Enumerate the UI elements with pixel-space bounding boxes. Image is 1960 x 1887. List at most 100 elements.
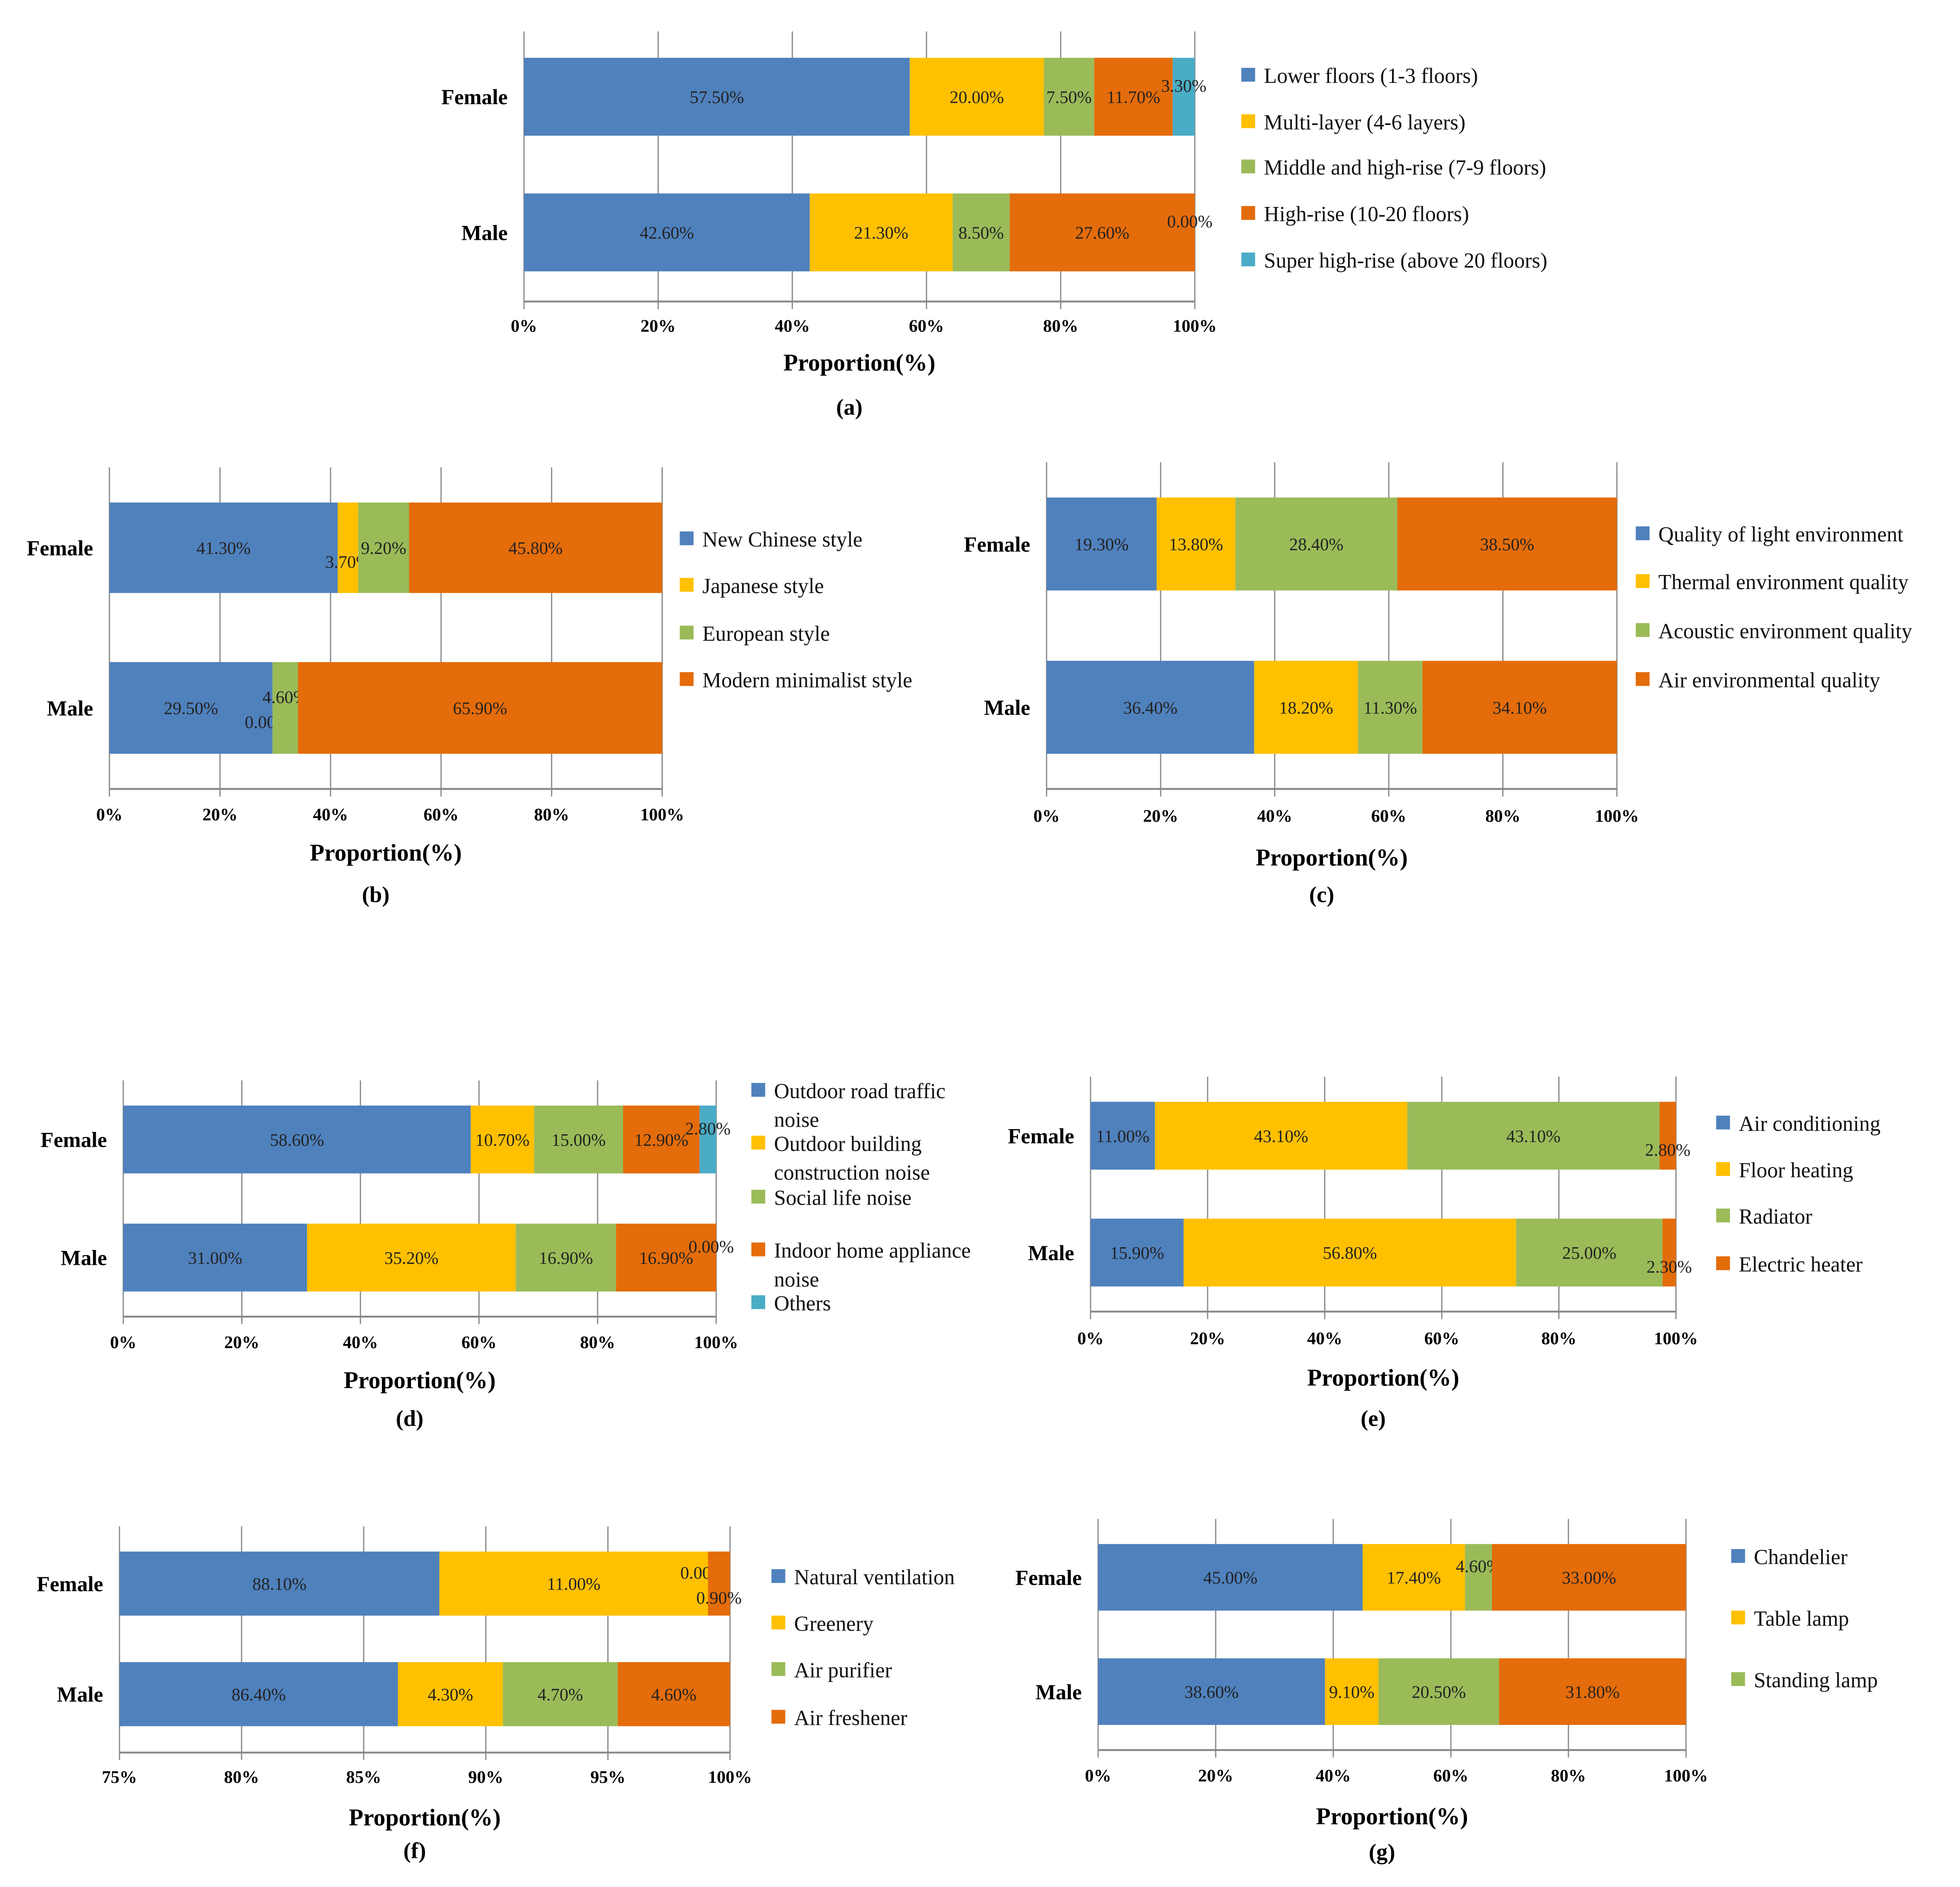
legend-label: Electric heater (1739, 1252, 1863, 1276)
bar-segment (358, 502, 409, 593)
legend-label: Super high-rise (above 20 floors) (1264, 249, 1547, 272)
data-label: 45.80% (508, 539, 562, 558)
legend: Air conditioning Floor heating Radiator Ele… (1716, 1112, 1880, 1276)
x-tick-label: 80% (580, 1333, 615, 1352)
category-label: Female (1015, 1566, 1081, 1589)
x-axis-title: Proportion(%) (1256, 845, 1408, 871)
legend-swatch (751, 1295, 765, 1309)
bar-segment (1325, 1658, 1379, 1725)
bar-segment (1155, 1101, 1407, 1170)
category-label: Female (41, 1128, 107, 1152)
x-tick-label: 0% (110, 1333, 137, 1352)
legend-swatch (1635, 526, 1650, 540)
bar-segment (119, 1662, 398, 1726)
x-tick-label: 60% (424, 805, 459, 825)
legend-label: High-rise (10-20 floors) (1264, 202, 1469, 226)
data-label: 45.00% (1203, 1568, 1257, 1588)
legend-swatch (680, 578, 694, 592)
legend-label: Japanese style (702, 574, 824, 598)
bar-segment (1659, 1101, 1676, 1170)
legend-label: Lower floors (1-3 floors) (1264, 64, 1478, 87)
legend-label: Middle and high-rise (7-9 floors) (1264, 156, 1546, 179)
x-tick-label: 60% (1433, 1766, 1468, 1786)
data-label: 11.30% (1363, 698, 1417, 718)
legend: New Chinese style Japanese style European … (680, 527, 912, 692)
x-tick-label: 60% (1424, 1329, 1460, 1349)
data-label: 18.20% (1279, 698, 1333, 718)
data-label: 13.80% (1169, 535, 1223, 555)
legend-swatch (1241, 68, 1255, 82)
x-axis-title: Proportion(%) (1316, 1803, 1468, 1830)
data-label: 11.00% (1096, 1127, 1150, 1146)
legend-swatch (1241, 159, 1255, 174)
x-tick-label: 95% (590, 1768, 625, 1787)
legend-swatch (1241, 114, 1255, 128)
category-label: Male (1036, 1680, 1082, 1704)
chart-b: 0% 20% 40% 60% 80% 100%Female 41.30%3.70%9.20%… (27, 467, 912, 907)
legend-swatch (751, 1136, 765, 1150)
x-tick-label: 20% (1198, 1766, 1233, 1786)
category-label: Female (37, 1572, 103, 1596)
legend-swatch (751, 1242, 765, 1256)
legend-swatch (1716, 1208, 1730, 1223)
panel-caption: (f) (403, 1838, 426, 1863)
bar-segment (952, 193, 1010, 272)
legend-label: Air conditioning (1739, 1112, 1880, 1135)
data-label: 0.90% (696, 1588, 742, 1608)
bar-segment (1492, 1544, 1686, 1611)
legend: Quality of light environment Thermal envi… (1635, 523, 1912, 692)
category-label: Female (1008, 1124, 1074, 1148)
x-tick-label: 80% (1551, 1766, 1586, 1786)
legend-swatch (1635, 623, 1650, 637)
bar-segment (810, 193, 953, 272)
legend-label: Social life noise (774, 1186, 911, 1209)
category-label: Male (61, 1246, 107, 1270)
data-label: 15.00% (551, 1131, 605, 1150)
bar-segment (123, 1106, 471, 1174)
data-label: 28.40% (1289, 535, 1343, 555)
legend-swatch (771, 1615, 786, 1630)
x-tick-label: 60% (909, 316, 944, 336)
x-tick-label: 20% (224, 1333, 259, 1352)
category-label: Male (462, 221, 508, 244)
bar-segment (109, 662, 273, 754)
bar-segment (699, 1106, 717, 1174)
x-tick-label: 40% (343, 1333, 378, 1352)
x-axis-title: Proportion(%) (344, 1368, 496, 1394)
data-label: 9.20% (361, 539, 406, 558)
legend: Natural ventilation Greenery Air purifier A… (771, 1565, 955, 1730)
legend-label: Multi-layer (4-6 layers) (1264, 111, 1465, 134)
bar-segment (1043, 57, 1094, 136)
bar-segment (409, 502, 662, 593)
x-tick-label: 20% (202, 805, 237, 825)
data-label: 88.10% (252, 1575, 306, 1594)
data-label: 2.30% (1647, 1257, 1692, 1277)
bar-segment (1662, 1218, 1676, 1287)
legend: Lower floors (1-3 floors) Multi-layer (4-… (1241, 64, 1548, 272)
bar-segment (1183, 1218, 1517, 1287)
bar-segment (1358, 661, 1423, 754)
data-label: 16.90% (539, 1249, 593, 1268)
legend: Outdoor road traffic noise Outdoor buildi… (751, 1079, 971, 1315)
legend-label: Standing lamp (1754, 1668, 1878, 1692)
x-axis-title: Proportion(%) (349, 1805, 500, 1831)
bar-segment (618, 1662, 730, 1726)
data-label: 0.00% (1167, 212, 1212, 231)
legend-swatch (1241, 252, 1255, 267)
x-tick-label: 40% (775, 316, 810, 336)
data-label: 38.60% (1185, 1683, 1239, 1702)
bar-segment (1397, 497, 1617, 591)
legend-label: Thermal environment quality (1658, 570, 1909, 594)
data-label: 20.50% (1412, 1683, 1466, 1702)
data-label: 34.10% (1492, 698, 1547, 718)
x-tick-label: 75% (102, 1768, 137, 1787)
chart-f: 75% 80% 85% 90% 95% 100%Female 88.10% 11.00%0.0… (37, 1526, 955, 1863)
bar-segment (616, 1224, 717, 1292)
legend-label: Outdoor building (774, 1132, 922, 1156)
category-label: Male (47, 696, 93, 720)
category-label: Male (1028, 1241, 1074, 1265)
legend-swatch (680, 531, 694, 545)
data-label: 2.80% (1645, 1141, 1691, 1160)
legend-label: Air freshener (794, 1706, 907, 1730)
